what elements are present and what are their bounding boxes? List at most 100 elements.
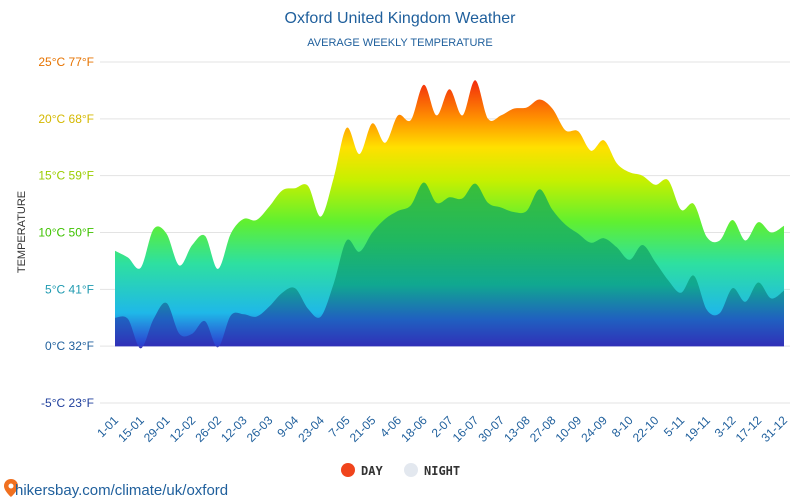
day-point	[345, 126, 349, 130]
x-tick-label: 16-07	[450, 413, 482, 445]
legend-night-label: NIGHT	[424, 464, 460, 478]
night-point	[473, 182, 477, 186]
night-point	[203, 319, 207, 323]
day-point	[396, 113, 400, 117]
x-tick-label: 19-11	[682, 413, 713, 444]
day-point	[255, 218, 259, 222]
night-point	[306, 307, 310, 311]
day-point	[409, 118, 413, 122]
night-point	[126, 317, 130, 321]
day-point	[448, 87, 452, 91]
night-point	[396, 209, 400, 213]
day-point	[152, 227, 156, 231]
chart-title: Oxford United Kingdom Weather	[285, 10, 517, 27]
x-tick-label: 12-03	[218, 413, 250, 445]
day-point	[473, 78, 477, 82]
x-tick-label: 29-01	[141, 413, 173, 445]
night-point	[692, 274, 696, 278]
night-point	[550, 208, 554, 212]
source-link[interactable]: hikersbay.com/climate/uk/oxford	[4, 479, 228, 499]
map-pin-icon	[4, 479, 18, 497]
night-point	[216, 345, 220, 349]
day-point	[641, 174, 645, 178]
night-point	[357, 250, 361, 254]
x-tick-label: 10-09	[553, 413, 585, 445]
day-point	[242, 217, 246, 221]
night-point	[370, 231, 374, 235]
day-point	[653, 183, 657, 187]
night-point	[242, 312, 246, 316]
night-point	[641, 243, 645, 247]
x-tick-label: 13-08	[501, 413, 533, 445]
night-point	[576, 232, 580, 236]
day-point	[216, 267, 220, 271]
night-point	[589, 241, 593, 245]
y-tick-label: 20°C 68°F	[38, 112, 94, 126]
night-point	[139, 346, 143, 350]
day-point	[538, 98, 542, 102]
day-point	[679, 208, 683, 212]
night-point	[345, 239, 349, 243]
day-point	[139, 266, 143, 270]
y-tick-label: 25°C 77°F	[38, 55, 94, 69]
x-tick-label: 26-02	[192, 413, 224, 445]
x-tick-label: 21-05	[347, 413, 379, 445]
night-point	[267, 304, 271, 308]
day-point	[177, 264, 181, 268]
x-tick-label: 15-01	[115, 413, 147, 445]
source-url: hikersbay.com/climate/uk/oxford	[15, 482, 228, 499]
x-axis-ticks: 1-0115-0129-0112-0226-0212-0326-039-0423…	[94, 413, 790, 445]
night-point	[422, 181, 426, 185]
night-point	[383, 217, 387, 221]
day-point	[203, 234, 207, 238]
night-point	[743, 300, 747, 304]
night-point	[538, 187, 542, 191]
legend-item-day[interactable]: DAY	[341, 463, 383, 478]
night-point	[782, 289, 786, 293]
day-point	[563, 128, 567, 132]
day-point	[666, 178, 670, 182]
legend-item-night[interactable]: NIGHT	[404, 463, 460, 478]
day-point	[267, 204, 271, 208]
night-point	[679, 291, 683, 295]
legend-day-swatch	[341, 463, 355, 477]
night-point	[512, 210, 516, 214]
x-tick-label: 30-07	[475, 413, 507, 445]
day-point	[435, 113, 439, 117]
chart-subtitle: AVERAGE WEEKLY TEMPERATURE	[307, 37, 492, 49]
day-point	[229, 232, 233, 236]
day-point	[782, 224, 786, 228]
day-point	[383, 141, 387, 145]
night-point	[448, 195, 452, 199]
day-point	[280, 188, 284, 192]
x-tick-label: 22-10	[630, 413, 662, 445]
night-point	[177, 332, 181, 336]
day-point	[550, 107, 554, 111]
day-point	[332, 176, 336, 180]
night-point	[731, 286, 735, 290]
night-point	[602, 236, 606, 240]
y-tick-label: -5°C 23°F	[41, 396, 94, 410]
night-point	[525, 209, 529, 213]
y-tick-label: 5°C 41°F	[45, 282, 94, 296]
day-point	[628, 170, 632, 174]
day-point	[422, 83, 426, 87]
night-point	[718, 311, 722, 315]
night-point	[229, 314, 233, 318]
x-tick-label: 31-12	[759, 413, 791, 445]
x-tick-label: 17-12	[733, 413, 765, 445]
day-point	[692, 202, 696, 206]
day-point	[589, 149, 593, 153]
x-tick-label: 26-03	[244, 413, 276, 445]
x-tick-label: 12-02	[167, 413, 199, 445]
night-point	[653, 260, 657, 264]
y-axis-label: TEMPERATURE	[16, 191, 28, 273]
day-point	[486, 117, 490, 121]
day-point	[512, 107, 516, 111]
day-point	[769, 231, 773, 235]
y-tick-label: 10°C 50°F	[38, 226, 94, 240]
day-point	[705, 235, 709, 239]
night-point	[435, 201, 439, 205]
day-point	[190, 243, 194, 247]
